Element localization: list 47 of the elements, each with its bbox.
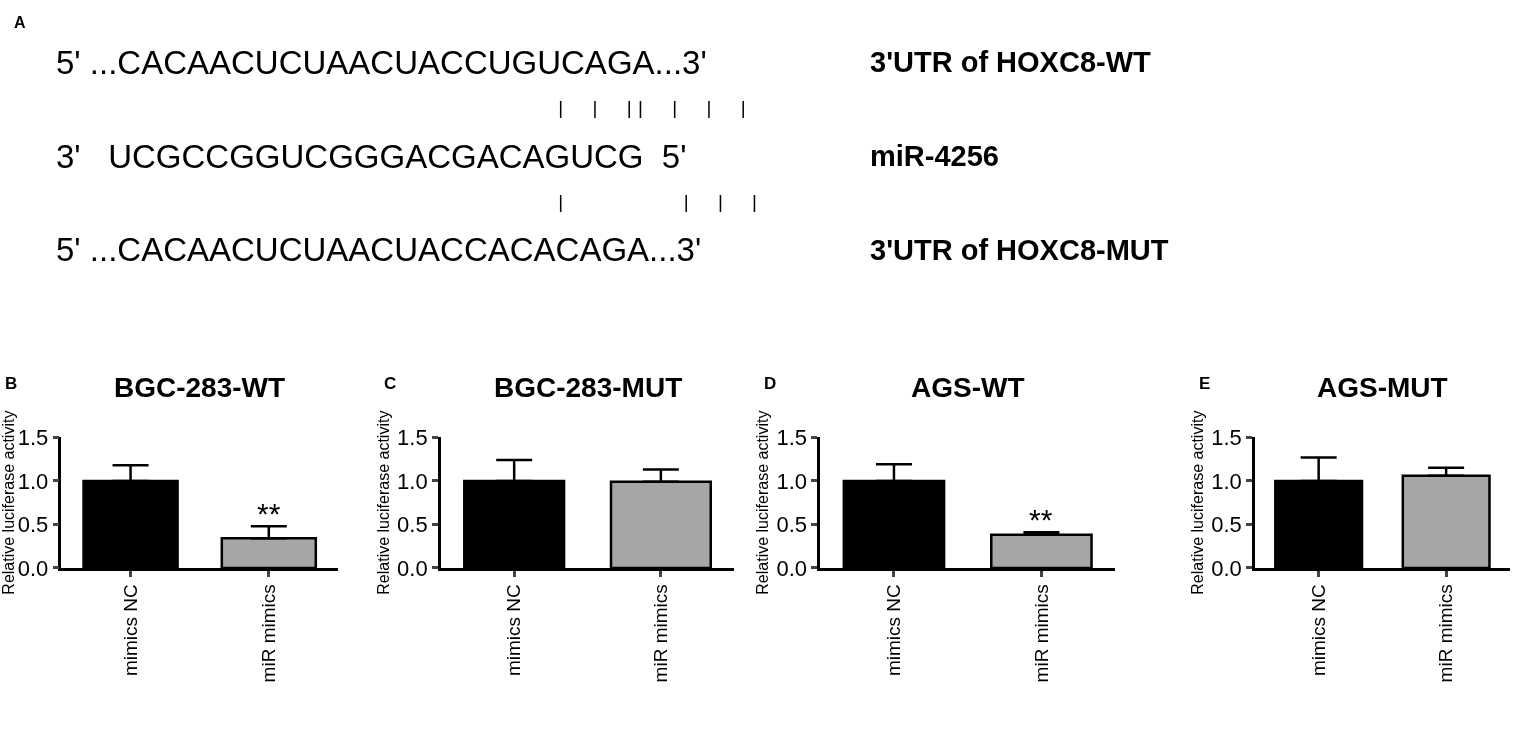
annotation: ** (1029, 503, 1053, 536)
x-tick-label: miR mimics (1030, 584, 1052, 683)
y-tick-label: 0.0 (776, 555, 808, 581)
y-tick-label: 0.5 (17, 512, 49, 538)
text: 3'UTR of HOXC8-WT (870, 46, 1152, 78)
text: 5' ...CACAACUCUAACUACCACACAGA...3' (56, 231, 702, 268)
y-tick-label: 1.0 (397, 468, 428, 494)
y-tick-label: 1.0 (17, 468, 49, 494)
text: E (1199, 374, 1211, 393)
chart-title: BGC-283-MUT (494, 372, 683, 403)
y-tick-label: 0.5 (776, 512, 808, 538)
y-tick-label: 0.0 (17, 555, 49, 581)
text: | | || | | | (555, 98, 749, 120)
y-tick-label: 1.0 (776, 468, 808, 494)
y-axis-title: Relative luciferase activity (0, 410, 17, 595)
text: D (764, 374, 777, 393)
y-tick-label: 1.5 (17, 425, 49, 451)
y-tick-label: 0.5 (397, 512, 428, 538)
text: | | | | (555, 192, 761, 214)
x-tick-label: mimics NC (883, 584, 905, 677)
y-tick-label: 0.0 (397, 555, 428, 581)
text: miR-4256 (870, 140, 999, 172)
y-tick-label: 1.5 (776, 425, 808, 451)
x-tick-label: miR mimics (257, 584, 279, 683)
annotation: ** (257, 497, 281, 530)
text: 3' UCGCCGGUCGGGACGACAGUCG 5' (56, 138, 687, 175)
text: 5' ...CACAACUCUAACUACCUGUCAGA...3' (56, 44, 707, 81)
text: 3'UTR of HOXC8-MUT (870, 234, 1169, 266)
chart-title: AGS-MUT (1317, 372, 1448, 403)
y-tick-label: 1.5 (1211, 425, 1242, 451)
x-tick-label: mimics NC (1307, 584, 1329, 677)
x-tick-label: miR mimics (1435, 584, 1457, 683)
x-tick-label: mimics NC (503, 584, 525, 677)
y-tick-label: 1.0 (1211, 468, 1242, 494)
y-tick-label: 1.5 (397, 425, 428, 451)
text: C (384, 374, 397, 393)
y-tick-label: 0.5 (1211, 512, 1242, 538)
chart-title: BGC-283-WT (114, 372, 286, 403)
y-axis-title: Relative luciferase activity (754, 410, 772, 595)
x-tick-label: miR mimics (650, 584, 672, 683)
y-axis-title: Relative luciferase activity (1189, 410, 1207, 595)
y-axis-title: Relative luciferase activity (374, 410, 392, 595)
x-tick-label: mimics NC (119, 584, 141, 677)
text: B (5, 374, 18, 393)
y-tick-label: 0.0 (1211, 555, 1242, 581)
text: A (14, 14, 26, 31)
chart-title: AGS-WT (911, 372, 1025, 403)
